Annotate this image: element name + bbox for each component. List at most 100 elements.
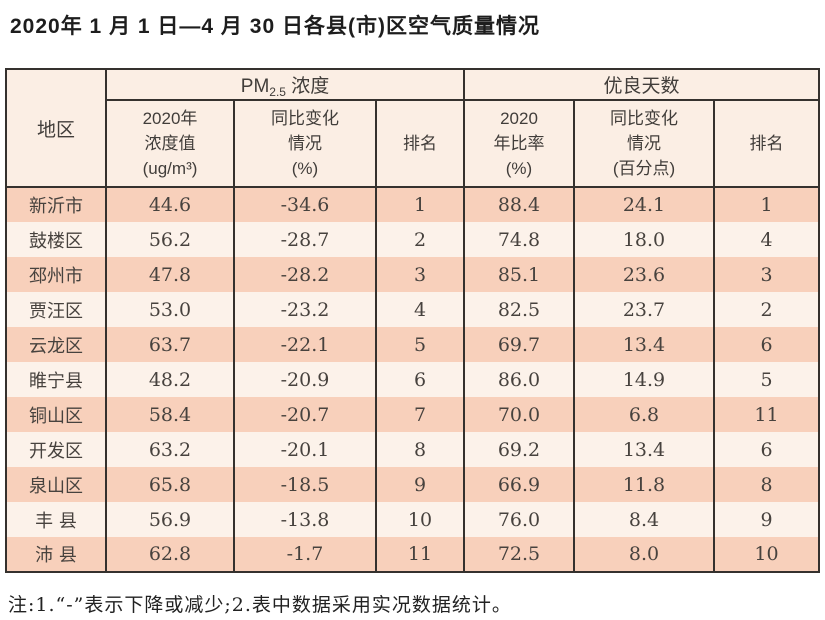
pm-value-header: 2020年 浓度值 (ug/m³) bbox=[105, 100, 235, 188]
good-rank-cell: 11 bbox=[712, 397, 821, 432]
pm-change-cell: -20.9 bbox=[233, 362, 377, 397]
good-rank-cell: 2 bbox=[712, 292, 821, 327]
good-rank-cell: 3 bbox=[712, 257, 821, 292]
good-change-cell: 18.0 bbox=[573, 222, 715, 257]
region-cell: 鼓楼区 bbox=[5, 222, 107, 257]
region-cell: 丰 县 bbox=[5, 502, 107, 537]
good-rank-cell: 4 bbox=[712, 222, 821, 257]
pm25-label-prefix: PM bbox=[240, 75, 270, 97]
good-ratio-cell: 69.7 bbox=[463, 327, 575, 362]
good-change-cell: 13.4 bbox=[573, 327, 715, 362]
table-row: 睢宁县 48.2 -20.9 6 86.0 14.9 5 bbox=[5, 362, 821, 397]
pm-change-cell: -18.5 bbox=[233, 467, 377, 502]
pm-change-cell: -13.8 bbox=[233, 502, 377, 537]
good-ratio-cell: 85.1 bbox=[463, 257, 575, 292]
pm-rank-cell: 7 bbox=[375, 397, 465, 432]
good-change-cell: 8.4 bbox=[573, 502, 715, 537]
good-change-cell: 23.6 bbox=[573, 257, 715, 292]
region-cell: 新沂市 bbox=[5, 187, 107, 222]
pm-value-cell: 58.4 bbox=[105, 397, 235, 432]
region-cell: 邳州市 bbox=[5, 257, 107, 292]
table-row: 贾汪区 53.0 -23.2 4 82.5 23.7 2 bbox=[5, 292, 821, 327]
region-cell: 铜山区 bbox=[5, 397, 107, 432]
good-rank-cell: 8 bbox=[712, 467, 821, 502]
good-rank-cell: 10 bbox=[712, 537, 821, 572]
pm25-label-suffix: 浓度 bbox=[285, 75, 330, 97]
good-ratio-cell: 74.8 bbox=[463, 222, 575, 257]
pm-change-header: 同比变化 情况 (%) bbox=[233, 100, 377, 188]
region-column-header: 地区 bbox=[5, 69, 107, 188]
sub-header-row: 2020年 浓度值 (ug/m³) 同比变化 情况 (%) 排名 2020 年比… bbox=[6, 100, 821, 188]
pm-change-cell: -20.7 bbox=[233, 397, 377, 432]
good-ratio-cell: 72.5 bbox=[463, 537, 575, 572]
pm25-group-header: PM2.5 浓度 bbox=[105, 69, 465, 101]
table-header: 地区 PM2.5 浓度 优良天数 2020年 浓度值 (ug/m³) 同比变化 … bbox=[5, 69, 821, 188]
good-change-cell: 8.0 bbox=[573, 537, 715, 572]
table-row: 鼓楼区 56.2 -28.7 2 74.8 18.0 4 bbox=[5, 222, 821, 257]
table-row: 铜山区 58.4 -20.7 7 70.0 6.8 11 bbox=[5, 397, 821, 432]
pm-value-cell: 63.7 bbox=[105, 327, 235, 362]
region-cell: 睢宁县 bbox=[5, 362, 107, 397]
table-row: 新沂市 44.6 -34.6 1 88.4 24.1 1 bbox=[5, 187, 821, 222]
pm-change-cell: -22.1 bbox=[233, 327, 377, 362]
pm-rank-cell: 11 bbox=[375, 537, 465, 572]
pm-value-cell: 63.2 bbox=[105, 432, 235, 467]
pm-change-cell: -23.2 bbox=[233, 292, 377, 327]
good-change-header: 同比变化 情况 (百分点) bbox=[573, 100, 715, 188]
table-row: 云龙区 63.7 -22.1 5 69.7 13.4 6 bbox=[5, 327, 821, 362]
good-rank-cell: 1 bbox=[712, 187, 821, 222]
pm-change-cell: -34.6 bbox=[233, 187, 377, 222]
table-body: 新沂市 44.6 -34.6 1 88.4 24.1 1 鼓楼区 56.2 -2… bbox=[5, 187, 821, 572]
region-cell: 泉山区 bbox=[5, 467, 107, 502]
good-rank-cell: 9 bbox=[712, 502, 821, 537]
pm-change-cell: -28.2 bbox=[233, 257, 377, 292]
good-change-cell: 23.7 bbox=[573, 292, 715, 327]
pm-value-cell: 56.9 bbox=[105, 502, 235, 537]
pm-value-cell: 47.8 bbox=[105, 257, 235, 292]
pm-rank-cell: 3 bbox=[375, 257, 465, 292]
pm-rank-cell: 6 bbox=[375, 362, 465, 397]
good-change-cell: 24.1 bbox=[573, 187, 715, 222]
pm-value-cell: 62.8 bbox=[105, 537, 235, 572]
table-row: 邳州市 47.8 -28.2 3 85.1 23.6 3 bbox=[5, 257, 821, 292]
good-rank-header: 排名 bbox=[712, 100, 821, 188]
good-change-cell: 13.4 bbox=[573, 432, 715, 467]
pm-rank-cell: 2 bbox=[375, 222, 465, 257]
good-change-cell: 11.8 bbox=[573, 467, 715, 502]
good-ratio-cell: 69.2 bbox=[463, 432, 575, 467]
good-ratio-cell: 88.4 bbox=[463, 187, 575, 222]
good-change-cell: 14.9 bbox=[573, 362, 715, 397]
pm-value-cell: 53.0 bbox=[105, 292, 235, 327]
pm-value-cell: 44.6 bbox=[105, 187, 235, 222]
pm-rank-cell: 9 bbox=[375, 467, 465, 502]
group-header-row: 地区 PM2.5 浓度 优良天数 bbox=[5, 69, 821, 188]
air-quality-table: 地区 PM2.5 浓度 优良天数 2020年 浓度值 (ug/m³) 同比变化 … bbox=[5, 68, 821, 573]
pm-rank-header: 排名 bbox=[375, 100, 465, 188]
good-ratio-cell: 70.0 bbox=[463, 397, 575, 432]
good-rank-cell: 5 bbox=[712, 362, 821, 397]
footnote: 注:1.“-”表示下降或减少;2.表中数据采用实况数据统计。 bbox=[8, 594, 512, 616]
pm-value-cell: 56.2 bbox=[105, 222, 235, 257]
region-cell: 开发区 bbox=[5, 432, 107, 467]
pm-rank-cell: 4 bbox=[375, 292, 465, 327]
pm-change-cell: -1.7 bbox=[233, 537, 377, 572]
table-row: 丰 县 56.9 -13.8 10 76.0 8.4 9 bbox=[5, 502, 821, 537]
pm-rank-cell: 10 bbox=[375, 502, 465, 537]
good-ratio-cell: 86.0 bbox=[463, 362, 575, 397]
pm25-subscript: 2.5 bbox=[269, 84, 286, 99]
good-rank-cell: 6 bbox=[712, 432, 821, 467]
pm-value-cell: 65.8 bbox=[105, 467, 235, 502]
good-days-group-header: 优良天数 bbox=[462, 69, 821, 101]
pm-rank-cell: 5 bbox=[375, 327, 465, 362]
table-row: 沛 县 62.8 -1.7 11 72.5 8.0 10 bbox=[5, 537, 821, 572]
region-cell: 云龙区 bbox=[5, 327, 107, 362]
pm-change-cell: -28.7 bbox=[233, 222, 377, 257]
page-title: 2020年 1 月 1 日—4 月 30 日各县(市)区空气质量情况 bbox=[10, 15, 540, 38]
good-change-cell: 6.8 bbox=[573, 397, 715, 432]
pm-rank-cell: 8 bbox=[375, 432, 465, 467]
region-cell: 沛 县 bbox=[5, 537, 107, 572]
good-ratio-cell: 82.5 bbox=[463, 292, 575, 327]
table-row: 泉山区 65.8 -18.5 9 66.9 11.8 8 bbox=[5, 467, 821, 502]
good-ratio-cell: 66.9 bbox=[463, 467, 575, 502]
